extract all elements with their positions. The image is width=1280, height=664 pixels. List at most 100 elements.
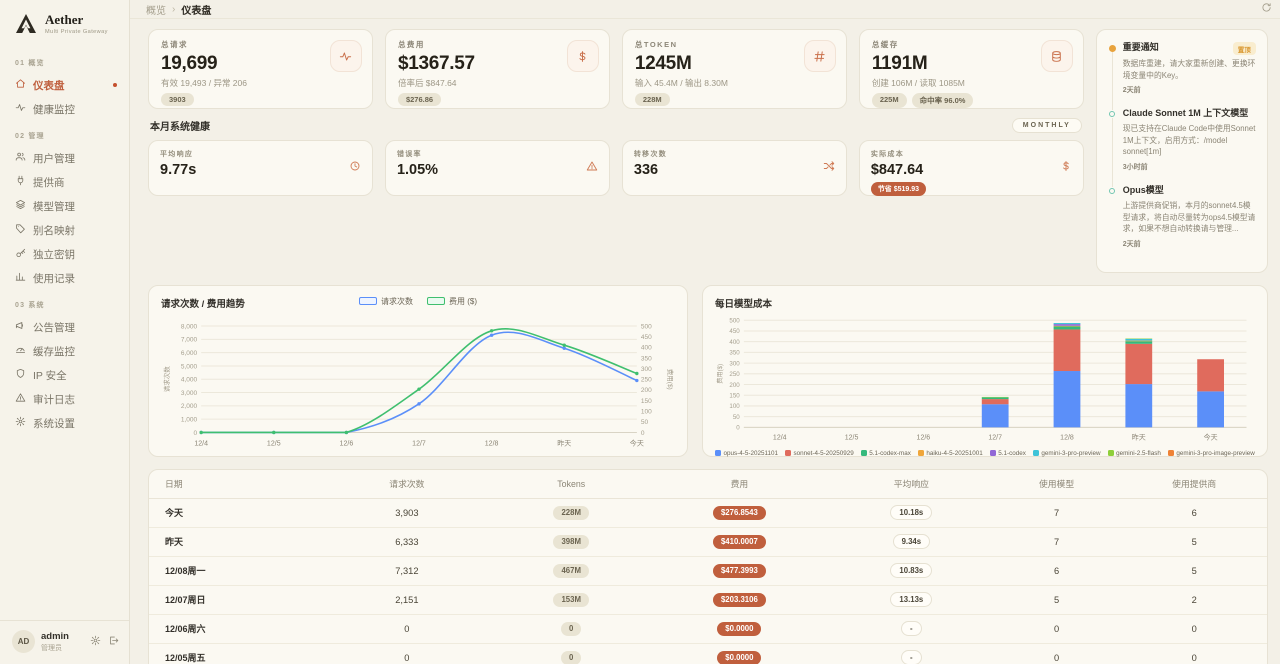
svg-text:8,000: 8,000	[181, 323, 198, 330]
breadcrumb-separator: ›	[172, 3, 176, 15]
stat-badge: $276.86	[397, 93, 442, 106]
stat-sub: 创建 106M / 读取 1085M	[871, 78, 965, 88]
sidebar-item-用户管理[interactable]: 用户管理	[0, 146, 129, 170]
nav-section-label: 01 概览	[15, 60, 45, 67]
line-chart-legend: 请求次数 费用 ($)	[149, 296, 687, 307]
plug-icon	[15, 175, 26, 189]
column-header: 使用提供商	[1172, 479, 1217, 490]
legend-item[interactable]: 5.1-codex-max	[860, 450, 911, 457]
topbar: 概览 › 仪表盘	[130, 0, 1280, 19]
sidebar-item-独立密钥[interactable]: 独立密钥	[0, 242, 129, 266]
sidebar-item-模型管理[interactable]: 模型管理	[0, 194, 129, 218]
bar-chart-canvas: 0 50 100 150 200 250 300 350 400 450 500 费用($) 12/4 1…	[716, 317, 1247, 442]
tokens-badge: 398M	[553, 534, 589, 549]
legend-item[interactable]: 5.1-codex	[989, 450, 1026, 457]
clock-icon	[349, 159, 361, 177]
sidebar-item-缓存监控[interactable]: 缓存监控	[0, 339, 129, 363]
svg-text:6,000: 6,000	[181, 350, 198, 357]
response-badge: 10.83s	[890, 563, 933, 579]
stat-value: 1245M	[634, 53, 692, 74]
svg-text:200: 200	[641, 387, 652, 394]
monthly-toggle[interactable]: MONTHLY	[1011, 118, 1082, 133]
user-name: admin	[41, 630, 69, 642]
app-name: Aether	[45, 11, 84, 27]
health-section-title: 本月系统健康	[150, 122, 210, 133]
sidebar-item-仪表盘[interactable]: 仪表盘	[0, 73, 129, 97]
tokens-badge: 228M	[553, 505, 589, 520]
stat-card-总请求: 总请求 19,699 有效 19,493 / 异常 206 3903	[148, 29, 373, 109]
svg-text:2,000: 2,000	[181, 403, 198, 410]
column-header: 平均响应	[893, 479, 929, 490]
health-card-实际成本: 实际成本 $847.64 节省 $519.93	[858, 140, 1084, 196]
notification-item[interactable]: Opus模型 上游提供商促销，本月的sonnet4.5模型请求，将自动尽量转为o…	[1108, 185, 1256, 262]
bar-chart-legend: opus-4-5-20251101 sonnet-4-5-20250929 5.1-…	[715, 450, 1255, 457]
svg-text:今天: 今天	[630, 438, 644, 447]
sidebar-nav: 01 概览仪表盘 健康监控 02 管理用户管理 提供商 模型管理 别名映射 独立密钥 使用记录…	[0, 46, 129, 620]
stat-badge: 3903	[161, 93, 194, 106]
sidebar: Aether Multi Private Gateway 01 概览仪表盘 健康监…	[0, 0, 130, 664]
tokens-badge: 0	[561, 650, 582, 664]
layers-icon	[15, 199, 26, 213]
logout-icon[interactable]	[108, 633, 119, 651]
nav-section-label: 02 管理	[15, 133, 45, 140]
svg-text:150: 150	[641, 398, 652, 405]
svg-text:4,000: 4,000	[181, 376, 198, 383]
sidebar-item-健康监控[interactable]: 健康监控	[0, 97, 129, 121]
svg-text:450: 450	[641, 334, 652, 341]
legend-item[interactable]: 请求次数	[359, 296, 413, 307]
health-cards-row: 平均响应 9.77s 错误率 1.05% 转移次数 336 实际成本 $847.…	[148, 140, 1084, 196]
settings-gear-icon[interactable]	[90, 633, 101, 651]
megaphone-icon	[15, 320, 26, 334]
legend-item[interactable]: gemini-2.5-flash	[1107, 450, 1161, 457]
stat-card-总缓存: 总缓存 1191M 创建 106M / 读取 1085M 225M 命中率 96.…	[858, 29, 1084, 109]
pinned-badge: 置顶	[1232, 42, 1256, 55]
app-tagline: Multi Private Gateway	[45, 29, 108, 36]
legend-item[interactable]: 费用 ($)	[427, 296, 477, 307]
legend-item[interactable]: sonnet-4-5-20250929	[785, 450, 854, 457]
tag-icon	[15, 223, 26, 237]
svg-text:500: 500	[729, 317, 740, 324]
line-chart-title: 请求次数 / 费用趋势	[161, 298, 245, 310]
svg-text:12/5: 12/5	[845, 435, 859, 442]
sidebar-item-系统设置[interactable]: 系统设置	[0, 411, 129, 435]
sidebar-item-IP 安全[interactable]: IP 安全	[0, 363, 129, 387]
stat-sub: 输入 45.4M / 输出 8.30M	[634, 78, 728, 88]
response-badge: 10.18s	[890, 505, 933, 521]
legend-item[interactable]: opus-4-5-20251101	[715, 450, 778, 457]
table-row: 12/05周五 0 0 $0.0000 - 0 0	[149, 644, 1267, 664]
svg-text:12/5: 12/5	[267, 440, 281, 447]
requests-cost-trend-chart: 请求次数 / 费用趋势 请求次数 费用 ($) 0 1,000 2,000 3,000 4…	[148, 284, 688, 457]
svg-text:请求次数: 请求次数	[162, 366, 171, 393]
svg-text:12/4: 12/4	[194, 440, 208, 447]
legend-item[interactable]: gemini-3-pro-preview	[1032, 450, 1101, 457]
stat-value: 1191M	[871, 53, 928, 74]
sidebar-item-审计日志[interactable]: 审计日志	[0, 387, 129, 411]
stat-value: 19,699	[161, 53, 218, 74]
column-header: 费用	[730, 479, 749, 490]
response-badge: -	[901, 650, 922, 664]
timeline-dot	[1108, 111, 1115, 118]
health-card-错误率: 错误率 1.05%	[384, 140, 610, 196]
table-row: 今天 3,903 228M $276.8543 10.18s 7 6	[149, 499, 1267, 528]
sidebar-item-使用记录[interactable]: 使用记录	[0, 266, 129, 290]
refresh-icon[interactable]	[1261, 0, 1272, 18]
sidebar-item-提供商[interactable]: 提供商	[0, 170, 129, 194]
timeline-dot	[1108, 45, 1116, 52]
svg-text:5,000: 5,000	[181, 363, 198, 370]
sidebar-item-别名映射[interactable]: 别名映射	[0, 218, 129, 242]
bar-chart-icon	[15, 271, 26, 285]
legend-item[interactable]: gemini-3-pro-image-preview	[1167, 450, 1255, 457]
pulse-icon	[329, 40, 362, 72]
response-badge: 13.13s	[890, 592, 933, 608]
svg-text:3,000: 3,000	[181, 390, 198, 397]
notification-item[interactable]: 重要通知 置顶 数据库重建，请大家重新创建、更换环境变量中的Key。 2天前	[1108, 42, 1256, 111]
sidebar-item-公告管理[interactable]: 公告管理	[0, 315, 129, 339]
tokens-badge: 467M	[553, 563, 589, 578]
breadcrumb-root[interactable]: 概览	[146, 5, 166, 17]
tokens-badge: 153M	[553, 592, 589, 607]
svg-text:100: 100	[729, 403, 740, 410]
dollar-icon	[566, 40, 599, 72]
notification-item[interactable]: Claude Sonnet 1M 上下文模型 现已支持在Claude Code中…	[1108, 108, 1256, 187]
cost-badge: $0.0000	[717, 650, 762, 664]
legend-item[interactable]: haiku-4-5-20251001	[917, 450, 983, 457]
